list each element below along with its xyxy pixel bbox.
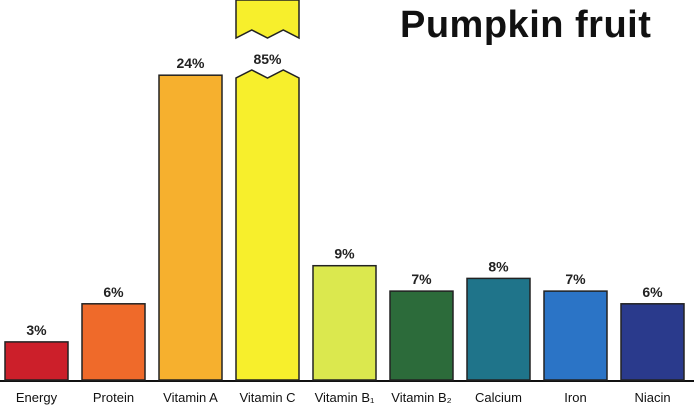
bar-energy <box>4 341 69 381</box>
category-label-vitamin-c: Vitamin C <box>239 390 295 405</box>
bar-vitamin-c <box>235 69 300 381</box>
bar-calcium <box>466 277 531 381</box>
bar-value-label-vitamin-b: 9% <box>334 246 355 262</box>
category-label-vitamin-b: Vitamin B₂ <box>391 390 451 405</box>
category-label-energy: Energy <box>16 390 58 405</box>
bar-value-label-niacin: 6% <box>642 284 663 300</box>
bar-value-label-vitamin-a: 24% <box>176 55 205 71</box>
bar-vitamin-b <box>312 264 377 381</box>
bar-vitamin-c-upper <box>235 0 300 40</box>
category-label-calcium: Calcium <box>475 390 522 405</box>
bar-iron <box>543 290 608 381</box>
bar-protein <box>81 303 146 381</box>
category-label-vitamin-b: Vitamin B₁ <box>315 390 375 405</box>
bar-value-label-calcium: 8% <box>488 258 509 274</box>
bar-value-label-energy: 3% <box>26 322 47 338</box>
category-label-protein: Protein <box>93 390 134 405</box>
bar-value-label-iron: 7% <box>565 271 586 287</box>
bar-value-label-protein: 6% <box>103 284 124 300</box>
chart-title: Pumpkin fruit <box>400 4 652 46</box>
bar-vitamin-b <box>389 290 454 381</box>
category-label-niacin: Niacin <box>634 390 670 405</box>
bar-value-label-vitamin-b: 7% <box>411 271 432 287</box>
bar-value-label-vitamin-c: 85% <box>253 51 282 67</box>
bar-vitamin-a <box>158 74 223 381</box>
category-label-iron: Iron <box>564 390 586 405</box>
category-label-vitamin-a: Vitamin A <box>163 390 218 405</box>
bar-niacin <box>620 303 685 381</box>
